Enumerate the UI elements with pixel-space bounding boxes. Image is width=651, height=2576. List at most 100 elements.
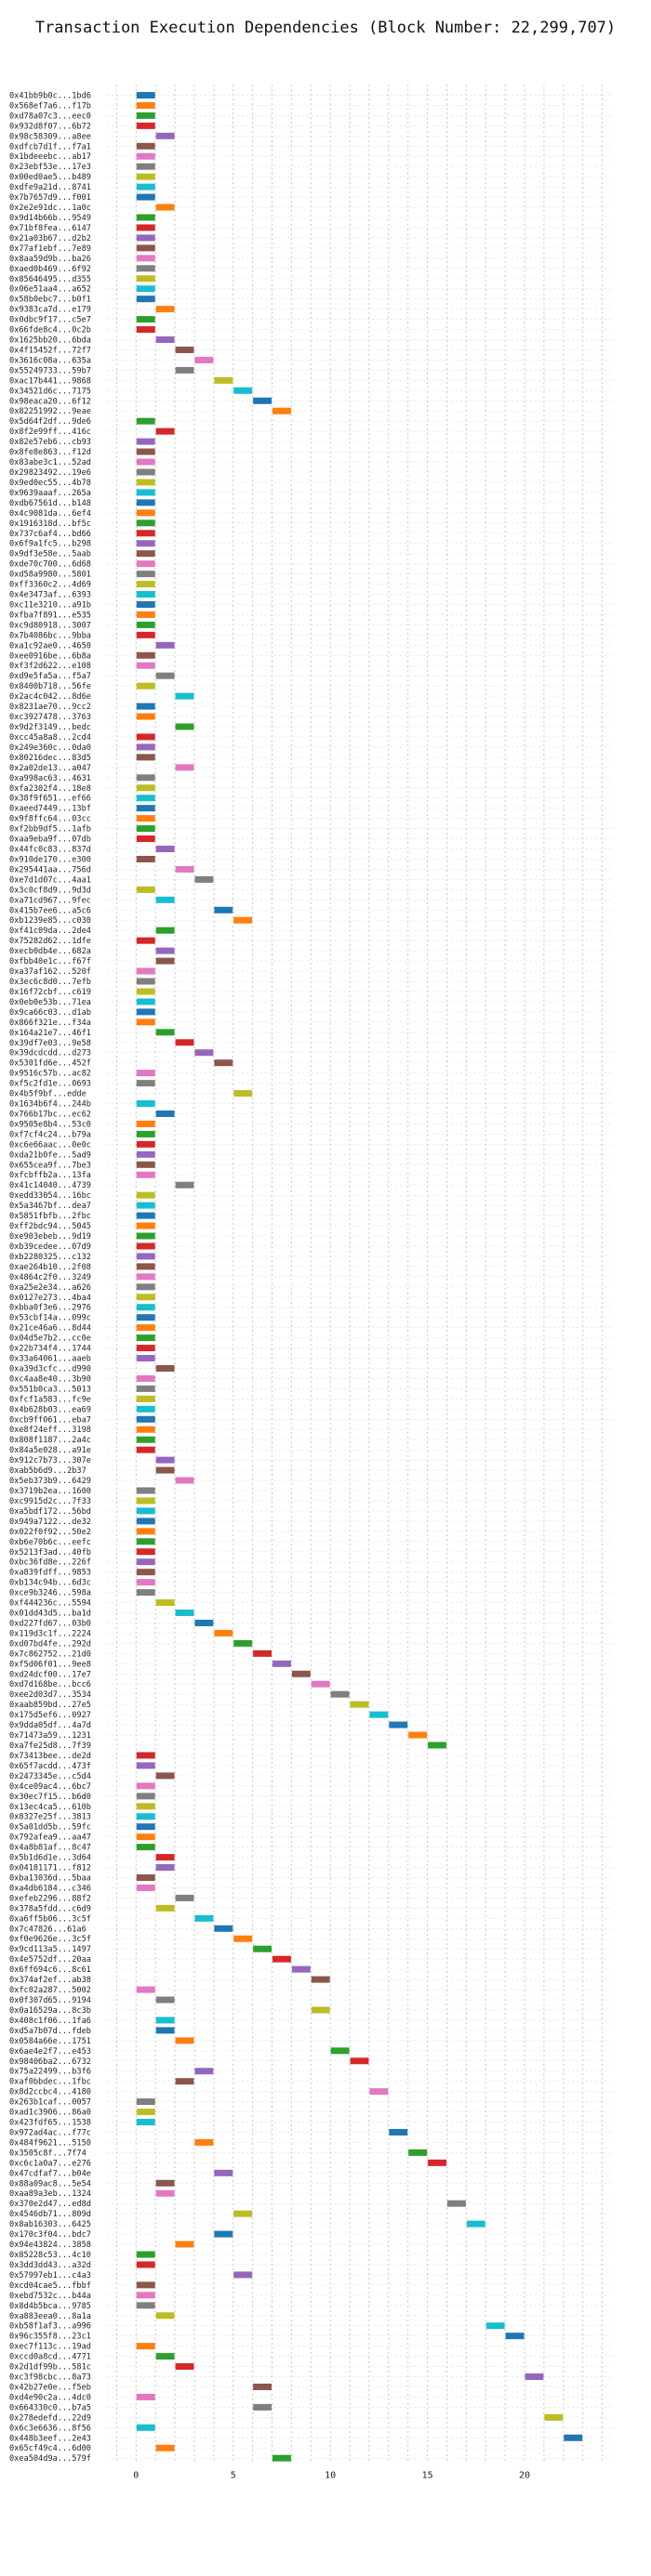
y-tick-label: 0x1916318d...bf5c bbox=[9, 519, 91, 529]
y-tick-label: 0x9dda05df...4a7d bbox=[9, 1721, 91, 1730]
y-tick-label: 0xce9b3246...598a bbox=[9, 1589, 91, 1598]
task-bar bbox=[136, 1793, 155, 1800]
y-tick-label: 0xee0916be...6b8a bbox=[9, 651, 91, 661]
task-bar bbox=[136, 1589, 155, 1597]
y-tick-label: 0x9383ca7d...e179 bbox=[9, 306, 91, 315]
task-bar bbox=[136, 733, 155, 741]
y-tick-label: 0x4864c2f0...3249 bbox=[9, 1273, 91, 1282]
y-tick-label: 0xf5c2fd1e...0693 bbox=[9, 1080, 91, 1089]
y-tick-label: 0x4546db71...809d bbox=[9, 2210, 91, 2219]
task-bar bbox=[155, 1854, 175, 1861]
y-tick-label: 0x170c3f04...bdc7 bbox=[9, 2230, 91, 2240]
task-bar bbox=[136, 937, 155, 944]
task-bar bbox=[175, 346, 194, 353]
y-tick-label: 0xc9d80918...3007 bbox=[9, 621, 91, 630]
y-tick-label: 0xc11e3210...a91b bbox=[9, 600, 91, 610]
task-bar bbox=[155, 427, 175, 435]
task-bar bbox=[253, 1945, 272, 1952]
task-bar bbox=[330, 1690, 350, 1698]
y-tick-label: 0x57997eb1...c4a3 bbox=[9, 2271, 91, 2280]
task-bar bbox=[155, 2179, 175, 2187]
y-tick-label: 0x39dcdcdd...d273 bbox=[9, 1049, 91, 1058]
task-bar bbox=[136, 2424, 155, 2431]
y-tick-label: 0x2d1df99b...581c bbox=[9, 2363, 91, 2372]
task-bar bbox=[291, 1965, 311, 1973]
task-bar bbox=[136, 1528, 155, 1535]
y-tick-label: 0xb58f1af3...a996 bbox=[9, 2322, 91, 2332]
y-tick-label: 0x66fde8c4...0c2b bbox=[9, 326, 91, 335]
task-bar bbox=[175, 692, 194, 700]
task-bar bbox=[408, 2149, 428, 2156]
y-tick-label: 0xab5b6d9...2b37 bbox=[9, 1466, 86, 1476]
task-bar bbox=[175, 2078, 194, 2085]
task-bar bbox=[214, 2169, 233, 2176]
y-tick-label: 0xd78a07c3...eec0 bbox=[9, 112, 91, 121]
task-bar bbox=[194, 875, 214, 883]
task-bar bbox=[136, 499, 155, 506]
y-tick-label: 0x766b17bc...ec62 bbox=[9, 1110, 91, 1119]
y-tick-label: 0xc6e66aac...0e0c bbox=[9, 1140, 91, 1150]
task-bar bbox=[272, 407, 291, 414]
y-tick-label: 0x41c14040...4739 bbox=[9, 1181, 91, 1190]
y-tick-label: 0xa5bdf172...56bd bbox=[9, 1507, 91, 1517]
task-bar bbox=[136, 1202, 155, 1209]
task-bar bbox=[175, 1894, 194, 1901]
y-tick-label: 0x484f9621...5150 bbox=[9, 2138, 91, 2148]
y-tick-label: 0x65f7acdd...473f bbox=[9, 1762, 91, 1771]
y-tick-label: 0x44fc0c83...837d bbox=[9, 846, 91, 855]
task-bar bbox=[136, 795, 155, 802]
y-tick-label: 0x2ac4c042...8d6e bbox=[9, 692, 91, 702]
y-tick-label: 0xd5a7b07d...fdeb bbox=[9, 2027, 91, 2036]
task-bar bbox=[136, 519, 155, 527]
y-tick-label: 0xfba7f891...e535 bbox=[9, 611, 91, 620]
y-tick-label: 0x8ab16303...6425 bbox=[9, 2220, 91, 2229]
y-tick-label: 0xaa89a3eb...1324 bbox=[9, 2189, 91, 2199]
task-bar bbox=[428, 1741, 446, 1749]
y-tick-label: 0xefeb2296...88f2 bbox=[9, 1894, 91, 1903]
y-tick-label: 0x263b1caf...0057 bbox=[9, 2098, 91, 2108]
y-tick-label: 0xd24dcf00...17e7 bbox=[9, 1670, 91, 1679]
y-tick-label: 0x2473345e...c5d4 bbox=[9, 1772, 91, 1781]
y-tick-label: 0xfc02a287...5002 bbox=[9, 1986, 91, 1995]
y-tick-label: 0x9d14b66b...9549 bbox=[9, 214, 91, 223]
y-tick-label: 0x16f72cbf...c619 bbox=[9, 988, 91, 997]
y-tick-label: 0x415b7ee6...a5c6 bbox=[9, 906, 91, 915]
y-tick-label: 0xd07bd4fe...292d bbox=[9, 1639, 91, 1649]
task-bar bbox=[136, 1752, 155, 1759]
y-tick-label: 0xda21b0fe...5ad9 bbox=[9, 1150, 91, 1160]
y-tick-label: 0x80216dec...83d5 bbox=[9, 754, 91, 763]
task-bar bbox=[136, 1355, 155, 1362]
task-bar bbox=[136, 1008, 155, 1016]
task-bar bbox=[369, 2088, 389, 2096]
task-bar bbox=[136, 1304, 155, 1311]
task-bar bbox=[136, 2261, 155, 2268]
task-bar bbox=[155, 2017, 175, 2024]
y-tick-label: 0x912c7b73...307e bbox=[9, 1456, 91, 1465]
task-bar bbox=[136, 326, 155, 334]
y-tick-label: 0x21a03b67...d2b2 bbox=[9, 234, 91, 243]
task-bar bbox=[136, 244, 155, 252]
task-bar bbox=[194, 2138, 214, 2146]
y-tick-label: 0xaeed7449...13bf bbox=[9, 805, 91, 814]
task-bar bbox=[136, 1558, 155, 1566]
y-tick-label: 0x972ad4ac...f77c bbox=[9, 2128, 91, 2137]
task-bar bbox=[350, 2057, 369, 2065]
y-tick-label: 0x38f9f651...ef66 bbox=[9, 795, 91, 804]
task-bar bbox=[136, 1844, 155, 1851]
y-tick-label: 0xf41c09da...2de4 bbox=[9, 927, 91, 936]
y-tick-label: 0x119d3c1f...2224 bbox=[9, 1629, 91, 1638]
task-bar bbox=[155, 896, 175, 903]
y-tick-label: 0xdb67561d...b148 bbox=[9, 499, 91, 508]
y-tick-label: 0x423fdf65...1538 bbox=[9, 2119, 91, 2128]
task-bar bbox=[136, 255, 155, 262]
task-bar bbox=[136, 591, 155, 598]
task-bar bbox=[233, 2210, 253, 2217]
task-bar bbox=[155, 641, 175, 649]
task-bar bbox=[253, 1649, 272, 1657]
task-bar bbox=[136, 855, 155, 862]
task-bar bbox=[175, 865, 194, 873]
task-bar bbox=[136, 112, 155, 119]
task-bar bbox=[194, 356, 214, 363]
task-bar bbox=[466, 2220, 485, 2228]
task-bar bbox=[175, 366, 194, 374]
